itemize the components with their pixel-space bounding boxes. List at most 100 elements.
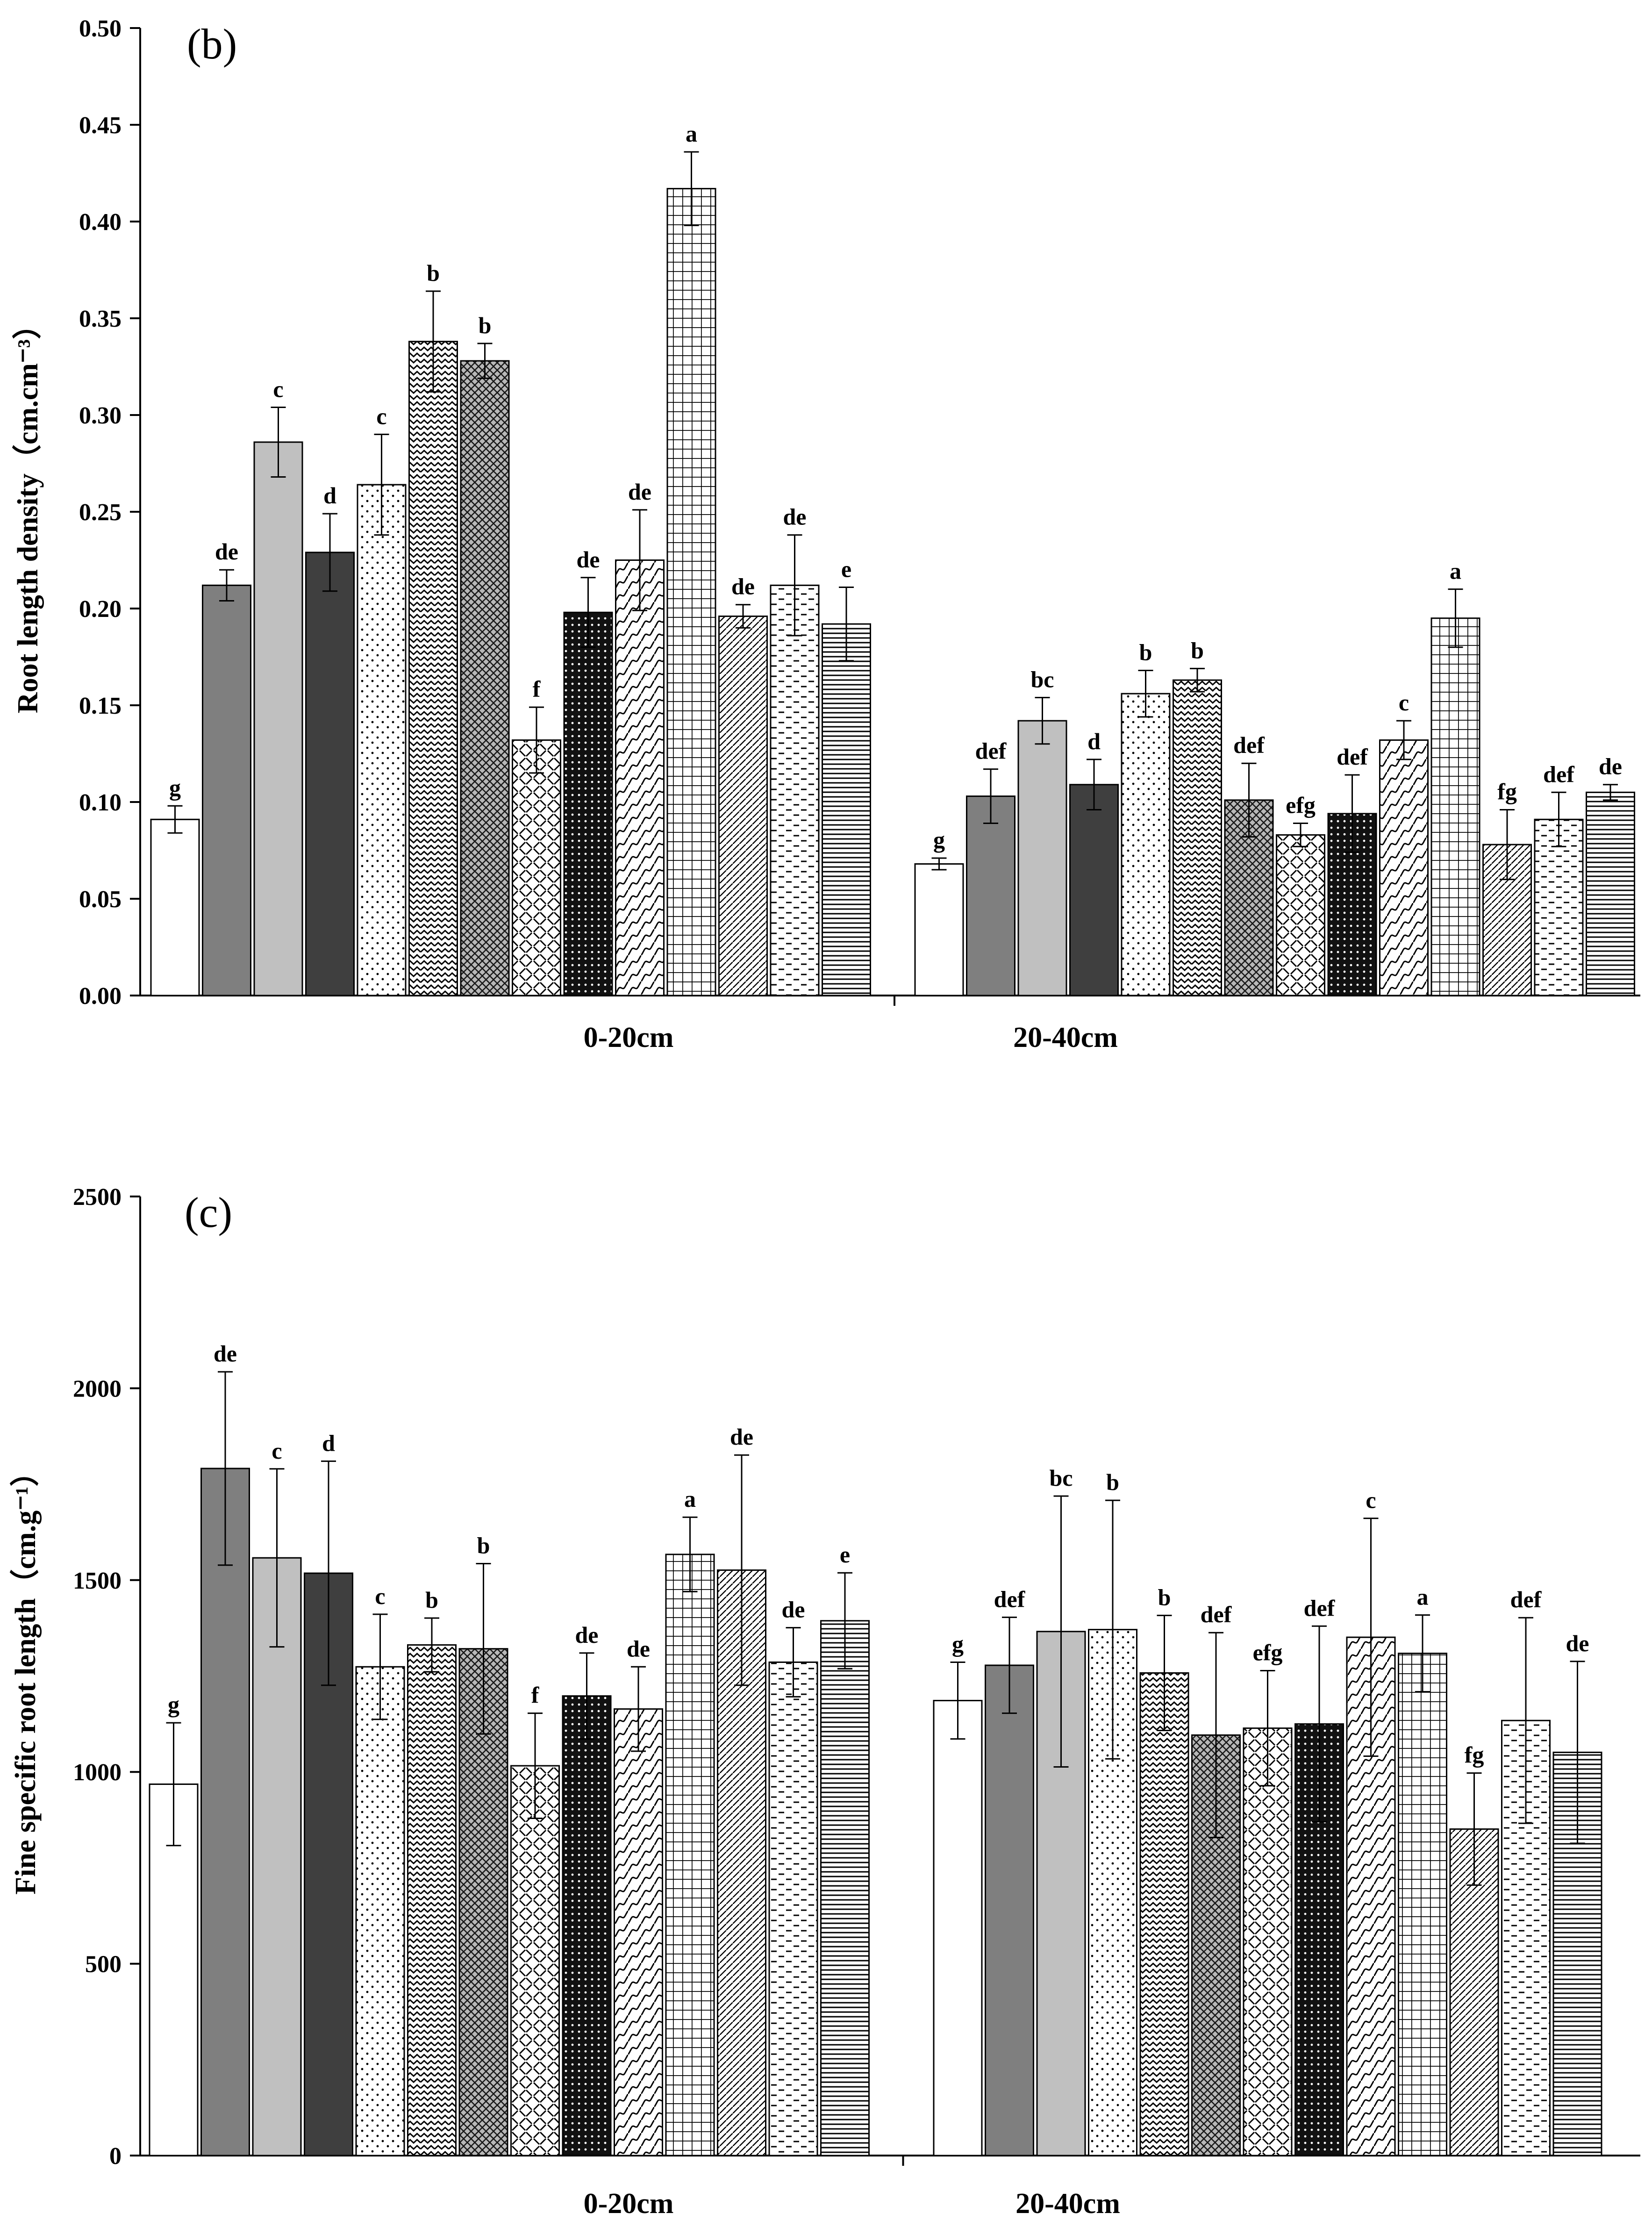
y-axis-label: Root length density（cm.cm⁻³） — [11, 310, 44, 713]
significance-letter: def — [1510, 1586, 1542, 1612]
bar-dots — [357, 484, 407, 996]
significance-letter: fg — [1465, 1742, 1484, 1768]
bar-grid — [1430, 617, 1480, 996]
bar-diagonal — [718, 616, 768, 996]
bar-white — [933, 1700, 983, 2156]
y-tick-label: 500 — [85, 1951, 122, 1978]
bar-dark-gray — [1069, 784, 1119, 996]
bar-gray — [985, 1664, 1034, 2156]
bar-gray — [200, 1468, 250, 2156]
significance-letter: e — [841, 556, 851, 582]
bar-white — [150, 818, 200, 996]
significance-letter: b — [479, 312, 492, 338]
y-axis-label: Fine specific root length（cm.g⁻¹） — [9, 1457, 42, 1894]
significance-letter: b — [425, 1587, 438, 1613]
significance-letter: def — [1543, 761, 1575, 787]
bar-horizontal — [820, 1620, 870, 2156]
significance-letter: def — [1201, 1601, 1232, 1627]
significance-letter: b — [1191, 637, 1204, 663]
significance-letter: c — [1399, 689, 1409, 716]
panel-label: (b) — [187, 20, 237, 68]
significance-letter: c — [1366, 1487, 1376, 1513]
panel-label: (c) — [185, 1189, 232, 1236]
bar-zigzag — [1173, 679, 1222, 996]
significance-letter: de — [215, 538, 238, 565]
y-tick-label: 0.10 — [79, 789, 122, 816]
bar-grid — [665, 1554, 715, 2156]
significance-letter: g — [168, 1691, 179, 1718]
y-tick-label: 0 — [109, 2143, 122, 2170]
significance-letter: def — [1337, 744, 1368, 770]
bar-dashes — [1501, 1719, 1551, 2156]
y-tick-label: 0.50 — [79, 15, 122, 42]
significance-letter: c — [376, 403, 386, 429]
significance-letter: de — [628, 479, 651, 505]
y-tick-label: 2500 — [73, 1184, 122, 1211]
bar-dots — [355, 1666, 405, 2156]
bar-weave — [1243, 1727, 1293, 2156]
bar-light-gray — [1017, 720, 1067, 996]
bar-grid — [666, 188, 716, 996]
significance-letter: a — [684, 1486, 696, 1512]
bar-weave — [510, 1765, 560, 2156]
y-tick-label: 2000 — [73, 1375, 122, 1402]
significance-letter: def — [1304, 1595, 1336, 1621]
bar-wave — [1379, 739, 1429, 996]
significance-letter: a — [1450, 558, 1461, 584]
y-tick-label: 0.25 — [79, 499, 122, 526]
significance-letter: b — [427, 260, 440, 286]
bar-zigzag — [408, 341, 458, 996]
significance-letter: bc — [1031, 666, 1054, 692]
bar-gray — [966, 795, 1016, 996]
bar-wave — [615, 559, 665, 996]
significance-letter: b — [477, 1533, 490, 1559]
significance-letter: d — [323, 482, 336, 509]
significance-letter: c — [375, 1583, 385, 1609]
significance-letter: d — [1087, 728, 1101, 754]
bar-horizontal — [1586, 791, 1635, 996]
bar-dots — [1121, 693, 1171, 996]
significance-letter: e — [840, 1541, 850, 1568]
bar-white — [914, 863, 964, 996]
significance-letter: de — [214, 1340, 237, 1367]
significance-letter: de — [730, 1424, 753, 1450]
bar-zigzag — [1139, 1672, 1189, 2156]
significance-letter: def — [1233, 732, 1265, 758]
significance-letter: efg — [1253, 1640, 1283, 1666]
y-tick-label: 0.15 — [79, 693, 122, 719]
significance-letter: b — [1158, 1584, 1171, 1610]
significance-letter: c — [273, 376, 283, 402]
bar-weave — [512, 739, 561, 996]
bar-gray — [202, 584, 251, 996]
group-label: 20-40cm — [1016, 2188, 1120, 2220]
significance-letter: de — [575, 1622, 599, 1648]
bar-light-gray — [253, 441, 303, 996]
bar-black-dots — [562, 1695, 612, 2156]
bar-grid — [1398, 1653, 1447, 2156]
group-label: 0-20cm — [584, 1022, 674, 1053]
bar-diamond — [460, 360, 510, 996]
significance-letter: d — [322, 1430, 335, 1456]
y-tick-label: 0.40 — [79, 209, 122, 236]
bar-black-dots — [563, 611, 613, 996]
significance-letter: efg — [1286, 792, 1316, 818]
y-tick-label: 0.00 — [79, 983, 122, 1010]
significance-letter: def — [975, 738, 1007, 764]
significance-letter: de — [1566, 1630, 1589, 1656]
group-label: 20-40cm — [1013, 1022, 1118, 1053]
y-tick-label: 0.45 — [79, 112, 122, 139]
chart-panel-c: (c) 0 500 1000 1500 2000 2500 Fine specific roo… — [9, 1184, 1640, 2220]
bar-zigzag — [407, 1644, 457, 2156]
bar-dashes — [770, 584, 820, 996]
significance-letter: de — [783, 504, 807, 530]
significance-letter: de — [731, 573, 755, 600]
significance-letter: a — [686, 121, 697, 147]
significance-letter: f — [531, 1682, 540, 1708]
y-tick-label: 0.30 — [79, 402, 122, 429]
significance-letter: de — [577, 546, 600, 573]
chart-panel-b: (b) 0.00 0.05 0.10 0.15 0.20 0.25 0.30 0.35 0.40 0… — [11, 15, 1640, 1053]
significance-letter: de — [782, 1597, 805, 1623]
y-tick-label: 0.20 — [79, 596, 122, 623]
y-tick-label: 1000 — [73, 1759, 122, 1786]
